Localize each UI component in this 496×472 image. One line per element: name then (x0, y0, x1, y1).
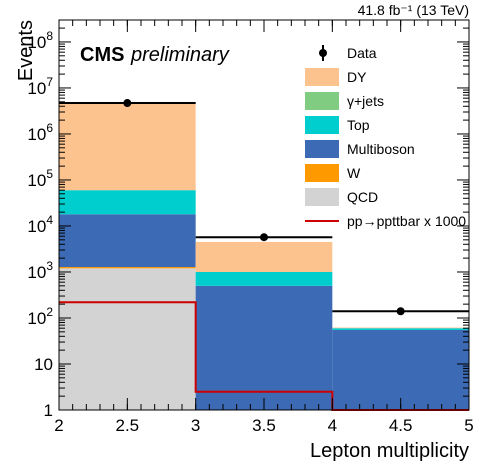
legend-label-dy: DY (347, 69, 367, 85)
legend-label-qcd: QCD (347, 189, 378, 205)
x-tick-label: 4.5 (389, 416, 413, 435)
legend-swatch-jets (305, 92, 339, 110)
bar-qcd-bin1 (59, 268, 196, 410)
x-tick-label: 3 (191, 416, 200, 435)
y-tick-label: 108 (27, 29, 53, 52)
x-tick-label: 3.5 (252, 416, 276, 435)
y-tick-label: 10 (34, 355, 53, 374)
data-points (59, 99, 469, 316)
cms-extra-label: preliminary (130, 44, 230, 66)
y-tick-label: 105 (27, 167, 53, 190)
legend-label-w: W (347, 165, 361, 181)
legend-swatch-qcd (305, 188, 339, 206)
data-point (260, 233, 268, 242)
legend-marker-data (319, 49, 327, 57)
axis-ticks: 2 2.5 3 3.5 4 4.5 5 1 10 102 103 104 105 106 107 108 (27, 19, 474, 435)
legend-label-data: Data (347, 45, 377, 61)
y-tick-label: 1 (44, 401, 53, 420)
cms-label: CMS (80, 44, 124, 66)
x-tick-label: 5 (464, 416, 473, 435)
lumi-label: 41.8 fb⁻¹ (13 TeV) (358, 2, 469, 18)
bar-w-bin1 (59, 267, 196, 269)
y-tick-label: 106 (27, 121, 53, 144)
data-point (396, 307, 405, 316)
legend-label-multiboson: Multiboson (347, 141, 415, 157)
legend-label-jets: γ+jets (347, 93, 384, 109)
legend-swatch-multiboson (305, 140, 339, 158)
bar-multiboson-bin1 (59, 214, 196, 268)
bar-dy-bin1 (59, 103, 196, 191)
y-tick-label: 102 (27, 305, 53, 328)
legend-label-pp-ppttbar-x-1000: pp→ppttbar x 1000 (347, 213, 466, 229)
y-axis-title: Events (15, 20, 37, 81)
legend: Data DY γ+jets Top Multiboson W QCD pp→ppttbar … (305, 45, 466, 229)
bar-multiboson-bin2 (195, 285, 333, 410)
legend-swatch-dy (305, 68, 339, 86)
y-tick-label: 107 (27, 75, 53, 98)
legend-swatch-w (305, 164, 339, 182)
bar-multiboson-bin3 (332, 329, 469, 410)
x-tick-label: 2 (54, 416, 63, 435)
data-point (123, 99, 132, 108)
y-tick-label: 104 (27, 213, 53, 236)
y-tick-label: 103 (27, 259, 53, 282)
bar-top-bin3 (332, 328, 469, 330)
bar-top-bin1 (59, 190, 196, 215)
legend-swatch-top (305, 116, 339, 134)
x-tick-label: 4 (328, 416, 337, 435)
bar-dy-bin3 (332, 327, 469, 329)
stack-bars (59, 103, 469, 410)
bar-dy-bin2 (195, 241, 333, 272)
x-tick-label: 2.5 (116, 416, 140, 435)
x-axis-title: Lepton multiplicity (310, 440, 469, 462)
bar-top-bin2 (195, 271, 333, 286)
legend-label-top: Top (347, 117, 370, 133)
